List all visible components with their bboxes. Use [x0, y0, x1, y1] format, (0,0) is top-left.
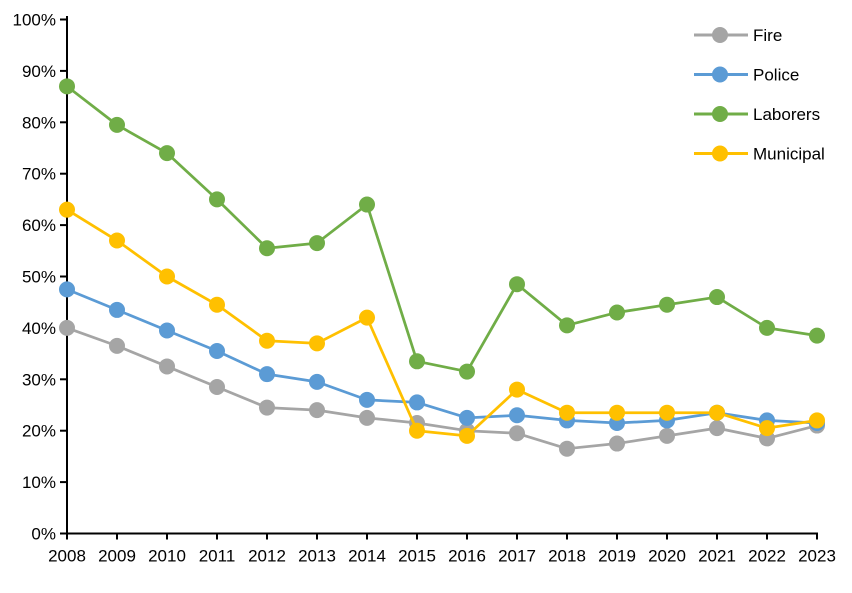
data-point-laborers — [259, 240, 275, 257]
data-point-laborers — [759, 319, 775, 336]
data-point-municipal — [209, 296, 225, 313]
data-point-police — [209, 343, 225, 360]
data-point-fire — [659, 427, 675, 444]
y-tick-label: 90% — [22, 62, 56, 81]
data-point-laborers — [659, 296, 675, 313]
legend-label-municipal: Municipal — [753, 145, 825, 164]
x-tick-label: 2011 — [199, 547, 236, 566]
data-point-laborers — [109, 116, 125, 133]
data-point-fire — [309, 402, 325, 419]
data-point-police — [59, 281, 75, 298]
data-point-municipal — [609, 404, 625, 421]
data-point-municipal — [409, 422, 425, 439]
data-point-police — [359, 391, 375, 408]
y-tick-label: 60% — [22, 216, 56, 235]
data-point-municipal — [159, 268, 175, 285]
data-point-municipal — [459, 427, 475, 444]
data-point-laborers — [59, 78, 75, 95]
data-point-fire — [209, 379, 225, 396]
y-tick-label: 40% — [22, 319, 56, 338]
data-point-fire — [159, 358, 175, 375]
data-point-laborers — [209, 191, 225, 208]
series-line-municipal — [66, 208, 818, 438]
data-point-police — [309, 373, 325, 390]
y-tick-label: 20% — [22, 422, 56, 441]
data-point-police — [109, 301, 125, 318]
legend-label-laborers: Laborers — [753, 105, 820, 124]
x-tick-label: 2020 — [648, 547, 686, 566]
x-tick-label: 2015 — [398, 547, 436, 566]
x-tick-label: 2021 — [698, 547, 736, 566]
data-point-laborers — [309, 235, 325, 252]
data-point-laborers — [709, 289, 725, 306]
data-point-police — [259, 366, 275, 383]
data-point-police — [159, 322, 175, 339]
data-point-municipal — [659, 404, 675, 421]
data-point-police — [459, 409, 475, 426]
series-line-fire — [66, 326, 818, 451]
legend-marker-municipal — [712, 145, 728, 162]
data-point-fire — [109, 337, 125, 354]
data-point-fire — [559, 440, 575, 457]
x-tick-label: 2013 — [298, 547, 336, 566]
y-tick-label: 0% — [31, 525, 56, 544]
data-point-municipal — [109, 232, 125, 249]
data-point-municipal — [509, 381, 525, 398]
x-tick-label: 2018 — [548, 547, 586, 566]
legend-label-police: Police — [753, 66, 799, 85]
series-line-laborers — [66, 85, 818, 373]
data-point-laborers — [159, 145, 175, 162]
x-tick-label: 2010 — [148, 547, 186, 566]
data-point-laborers — [809, 327, 825, 344]
data-point-fire — [59, 319, 75, 336]
x-tick-label: 2012 — [248, 547, 286, 566]
data-point-municipal — [59, 201, 75, 218]
data-point-police — [509, 407, 525, 424]
data-point-police — [409, 394, 425, 411]
y-tick-label: 30% — [22, 370, 56, 389]
data-point-fire — [709, 420, 725, 437]
legend-marker-fire — [712, 27, 728, 43]
data-point-laborers — [609, 304, 625, 321]
data-point-municipal — [259, 332, 275, 349]
x-tick-label: 2022 — [748, 547, 786, 566]
data-point-laborers — [559, 317, 575, 334]
data-point-municipal — [559, 404, 575, 421]
data-point-laborers — [409, 353, 425, 370]
x-tick-label: 2008 — [48, 547, 86, 566]
data-point-municipal — [309, 335, 325, 352]
legend-marker-police — [712, 66, 728, 83]
data-point-fire — [259, 399, 275, 416]
data-point-laborers — [459, 363, 475, 380]
y-tick-label: 10% — [22, 473, 56, 492]
legend-label-fire: Fire — [753, 26, 782, 45]
data-point-laborers — [509, 276, 525, 293]
data-point-fire — [609, 435, 625, 452]
x-tick-label: 2014 — [348, 547, 386, 566]
data-point-municipal — [809, 412, 825, 429]
data-point-laborers — [359, 196, 375, 213]
x-tick-label: 2017 — [498, 547, 536, 566]
x-tick-label: 2016 — [448, 547, 486, 566]
y-tick-label: 70% — [22, 165, 56, 184]
y-tick-label: 50% — [22, 268, 56, 287]
x-tick-label: 2019 — [598, 547, 636, 566]
legend-marker-laborers — [712, 106, 728, 122]
data-point-municipal — [359, 309, 375, 326]
x-tick-label: 2023 — [798, 547, 836, 566]
data-point-fire — [509, 425, 525, 442]
data-point-fire — [359, 409, 375, 426]
data-point-municipal — [759, 420, 775, 437]
y-tick-label: 100% — [13, 11, 56, 30]
y-tick-label: 80% — [22, 113, 56, 132]
data-point-municipal — [709, 404, 725, 421]
x-tick-label: 2009 — [98, 547, 136, 566]
series-line-police — [66, 288, 818, 425]
